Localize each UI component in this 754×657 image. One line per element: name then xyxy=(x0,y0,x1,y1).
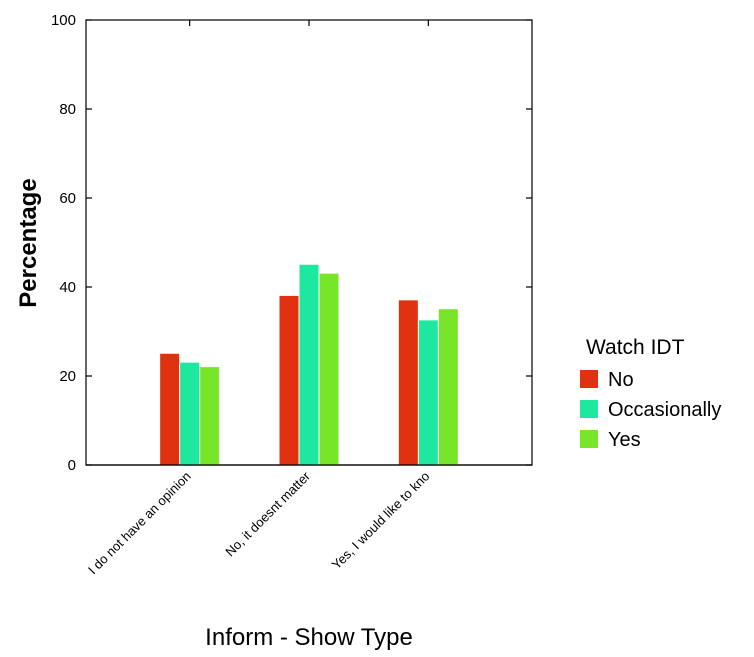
legend-title: Watch IDT xyxy=(586,336,685,359)
y-tick-label: 60 xyxy=(59,190,76,207)
bar-no xyxy=(160,353,180,465)
bar-occasionally xyxy=(299,264,319,465)
bars xyxy=(86,264,532,466)
legend-swatch xyxy=(580,400,598,418)
bar-yes xyxy=(319,273,339,465)
y-tick-label: 80 xyxy=(59,101,76,118)
legend: Watch IDT No Occasionally Yes xyxy=(580,336,721,451)
legend-label: No xyxy=(608,369,634,391)
bar-occasionally xyxy=(418,320,438,465)
y-tick-label: 40 xyxy=(59,279,76,296)
legend-label: Occasionally xyxy=(608,399,721,421)
legend-label: Yes xyxy=(608,429,641,451)
y-tick-label: 0 xyxy=(68,457,76,474)
bar-no xyxy=(279,295,299,465)
legend-swatch xyxy=(580,430,598,448)
bar-occasionally xyxy=(180,362,200,465)
y-axis-tick-labels: 0 20 40 60 80 100 xyxy=(51,12,76,474)
y-tick-label: 100 xyxy=(51,12,76,29)
y-axis-title: Percentage xyxy=(15,178,42,307)
x-category-label: No, it doesnt matter xyxy=(222,468,313,559)
x-category-label: I do not have an opinion xyxy=(85,469,194,578)
x-category-label: Yes, I would like to kno xyxy=(329,469,433,573)
bar-yes xyxy=(438,309,458,465)
legend-swatch xyxy=(580,370,598,388)
y-tick-label: 20 xyxy=(59,368,76,385)
bar-yes xyxy=(200,367,220,465)
x-axis-title: Inform - Show Type xyxy=(205,624,413,651)
x-axis-tick-labels: I do not have an opinion No, it doesnt ma… xyxy=(85,468,432,577)
bar-no xyxy=(398,300,418,465)
